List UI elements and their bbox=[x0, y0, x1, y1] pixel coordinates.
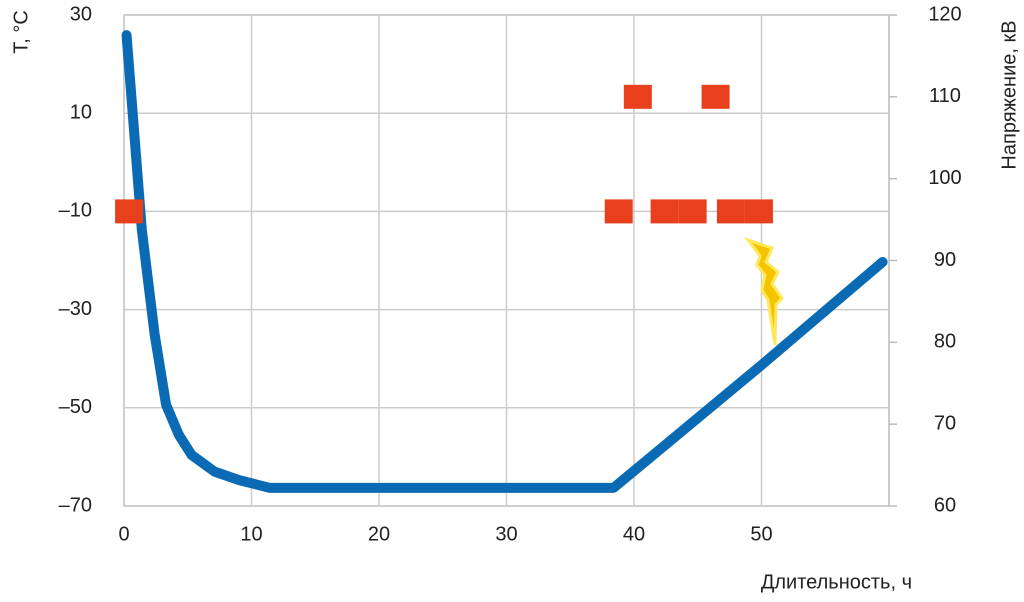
x-tick-label: 20 bbox=[368, 523, 390, 545]
x-tick-label: 40 bbox=[623, 523, 645, 545]
x-axis-label: Длительность, ч bbox=[761, 571, 912, 593]
temperature-line bbox=[121, 30, 888, 493]
y-tick-label: –30 bbox=[59, 298, 92, 320]
y2-tick-label: 80 bbox=[934, 331, 956, 353]
y-tick-label: –50 bbox=[59, 396, 92, 418]
voltage-marker bbox=[115, 199, 144, 224]
x-tick-label: 0 bbox=[118, 523, 129, 545]
voltage-marker bbox=[650, 199, 679, 224]
y-axis-label: T, °C bbox=[10, 10, 32, 54]
y-tick-label: –10 bbox=[59, 200, 92, 222]
voltage-marker bbox=[744, 199, 773, 224]
y2-tick-label: 70 bbox=[934, 412, 956, 434]
y-tick-label: 10 bbox=[70, 101, 92, 123]
y-tick-label: –70 bbox=[59, 494, 92, 516]
voltage-marker bbox=[701, 84, 730, 109]
x-tick-label: 10 bbox=[240, 523, 262, 545]
voltage-marker bbox=[623, 84, 652, 109]
voltage-marker bbox=[716, 199, 745, 224]
x-tick-label: 30 bbox=[495, 523, 517, 545]
y2-tick-label: 110 bbox=[929, 85, 961, 107]
lightning-icon bbox=[743, 237, 784, 346]
y2-tick-label: 60 bbox=[934, 494, 956, 516]
y2-tick-label: 90 bbox=[934, 249, 956, 271]
y2-tick-label: 100 bbox=[928, 167, 961, 189]
y-tick-label: 30 bbox=[70, 3, 92, 25]
x-tick-label: 50 bbox=[750, 523, 772, 545]
y2-axis-label: Напряжение, кВ bbox=[998, 20, 1020, 169]
y2-tick-label: 120 bbox=[928, 3, 961, 25]
voltage-marker bbox=[604, 199, 633, 224]
voltage-marker bbox=[678, 199, 707, 224]
